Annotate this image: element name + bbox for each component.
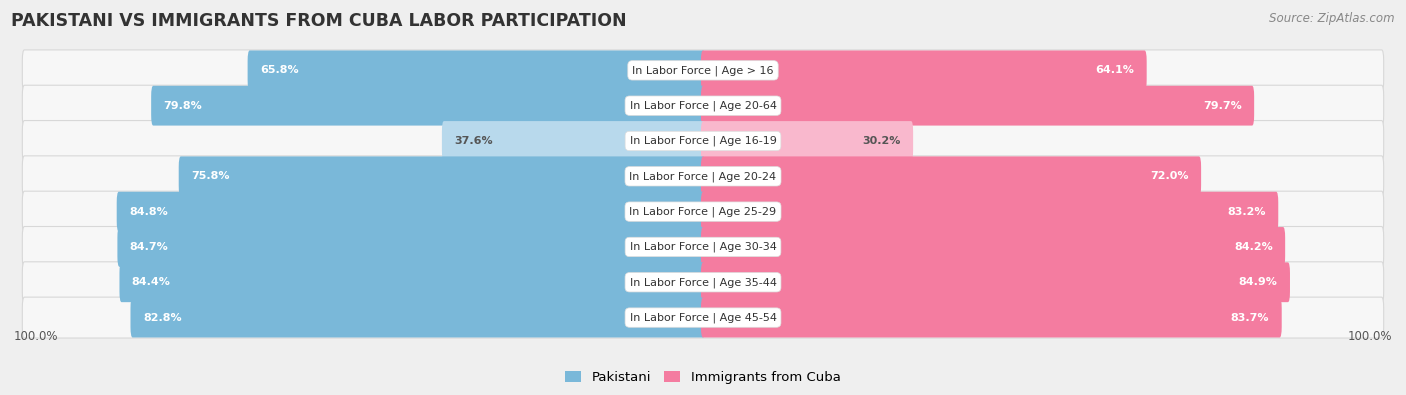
FancyBboxPatch shape <box>247 51 704 90</box>
Text: In Labor Force | Age 30-34: In Labor Force | Age 30-34 <box>630 242 776 252</box>
FancyBboxPatch shape <box>441 121 704 161</box>
Text: 83.2%: 83.2% <box>1227 207 1265 216</box>
FancyBboxPatch shape <box>702 51 1147 90</box>
Text: 37.6%: 37.6% <box>454 136 494 146</box>
Text: In Labor Force | Age 45-54: In Labor Force | Age 45-54 <box>630 312 776 323</box>
Text: 100.0%: 100.0% <box>14 330 59 343</box>
Text: 65.8%: 65.8% <box>260 65 298 75</box>
FancyBboxPatch shape <box>702 156 1201 196</box>
FancyBboxPatch shape <box>702 86 1254 126</box>
Text: 83.7%: 83.7% <box>1230 312 1270 323</box>
Text: In Labor Force | Age 20-24: In Labor Force | Age 20-24 <box>630 171 776 182</box>
FancyBboxPatch shape <box>120 262 704 302</box>
Legend: Pakistani, Immigrants from Cuba: Pakistani, Immigrants from Cuba <box>560 365 846 389</box>
FancyBboxPatch shape <box>22 50 1384 91</box>
FancyBboxPatch shape <box>22 297 1384 338</box>
Text: 82.8%: 82.8% <box>143 312 181 323</box>
Text: 72.0%: 72.0% <box>1150 171 1188 181</box>
FancyBboxPatch shape <box>702 227 1285 267</box>
Text: 30.2%: 30.2% <box>862 136 901 146</box>
Text: 64.1%: 64.1% <box>1095 65 1135 75</box>
FancyBboxPatch shape <box>152 86 704 126</box>
FancyBboxPatch shape <box>22 156 1384 197</box>
Text: Source: ZipAtlas.com: Source: ZipAtlas.com <box>1270 12 1395 25</box>
FancyBboxPatch shape <box>22 262 1384 303</box>
FancyBboxPatch shape <box>702 298 1282 337</box>
FancyBboxPatch shape <box>22 120 1384 162</box>
Text: PAKISTANI VS IMMIGRANTS FROM CUBA LABOR PARTICIPATION: PAKISTANI VS IMMIGRANTS FROM CUBA LABOR … <box>11 12 627 30</box>
FancyBboxPatch shape <box>22 226 1384 267</box>
Text: In Labor Force | Age 20-64: In Labor Force | Age 20-64 <box>630 100 776 111</box>
Text: 79.8%: 79.8% <box>163 101 202 111</box>
Text: In Labor Force | Age > 16: In Labor Force | Age > 16 <box>633 65 773 75</box>
FancyBboxPatch shape <box>22 191 1384 232</box>
Text: 79.7%: 79.7% <box>1204 101 1241 111</box>
Text: In Labor Force | Age 16-19: In Labor Force | Age 16-19 <box>630 136 776 146</box>
FancyBboxPatch shape <box>22 85 1384 126</box>
Text: 84.4%: 84.4% <box>132 277 170 287</box>
FancyBboxPatch shape <box>702 121 912 161</box>
Text: 84.9%: 84.9% <box>1239 277 1278 287</box>
Text: 84.7%: 84.7% <box>129 242 169 252</box>
FancyBboxPatch shape <box>131 298 704 337</box>
Text: In Labor Force | Age 35-44: In Labor Force | Age 35-44 <box>630 277 776 288</box>
FancyBboxPatch shape <box>179 156 704 196</box>
Text: 75.8%: 75.8% <box>191 171 229 181</box>
Text: 84.8%: 84.8% <box>129 207 167 216</box>
Text: 84.2%: 84.2% <box>1234 242 1272 252</box>
FancyBboxPatch shape <box>702 192 1278 231</box>
FancyBboxPatch shape <box>117 192 704 231</box>
FancyBboxPatch shape <box>118 227 704 267</box>
Text: 100.0%: 100.0% <box>1347 330 1392 343</box>
Text: In Labor Force | Age 25-29: In Labor Force | Age 25-29 <box>630 206 776 217</box>
FancyBboxPatch shape <box>702 262 1289 302</box>
